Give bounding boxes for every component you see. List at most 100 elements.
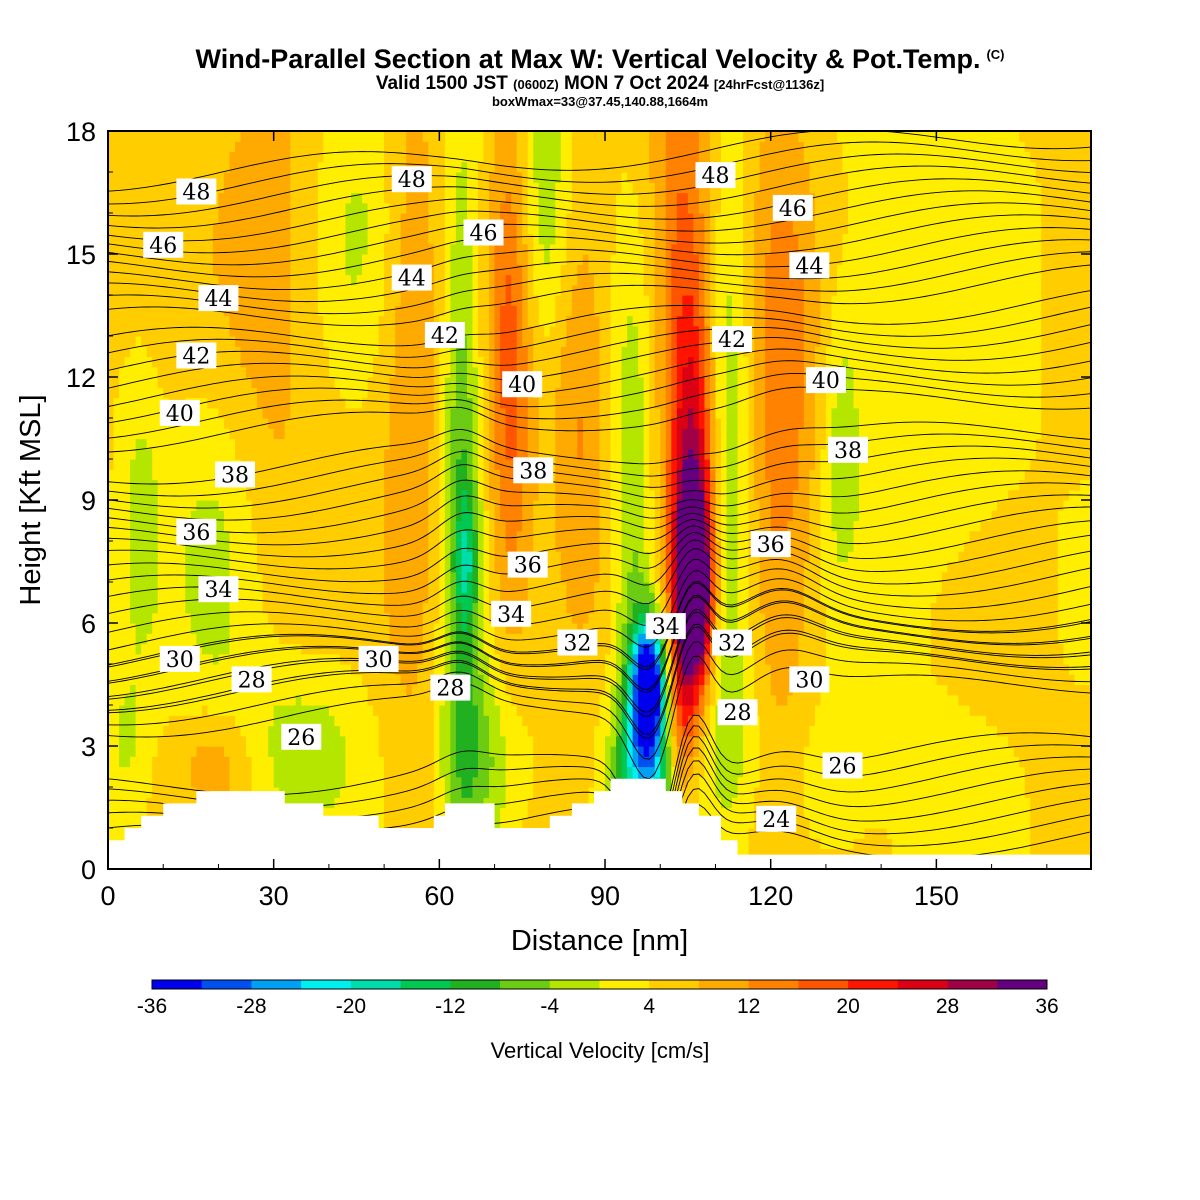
velocity-cell [235, 715, 242, 727]
velocity-cell [444, 582, 451, 593]
velocity-cell [384, 479, 391, 491]
velocity-cell [108, 233, 115, 245]
velocity-cell [284, 520, 291, 532]
velocity-cell [157, 172, 164, 183]
velocity-cell [257, 653, 264, 665]
velocity-cell [328, 694, 336, 706]
velocity-cell [124, 623, 131, 634]
velocity-cell [478, 438, 485, 450]
velocity-cell [190, 448, 197, 460]
velocity-cell [130, 500, 137, 511]
velocity-cell [483, 397, 490, 409]
velocity-cell [152, 418, 159, 429]
velocity-cell [119, 735, 126, 747]
velocity-cell [367, 295, 374, 306]
velocity-cell [157, 459, 164, 470]
velocity-cell [174, 141, 181, 153]
velocity-cell [212, 407, 220, 419]
velocity-cell [356, 459, 363, 470]
velocity-cell [328, 766, 336, 778]
velocity-cell [157, 305, 164, 317]
velocity-cell [218, 551, 225, 563]
velocity-cell [190, 264, 197, 276]
velocity-cell [246, 284, 253, 296]
velocity-cell [439, 510, 446, 522]
velocity-cell [483, 264, 490, 276]
velocity-cell [328, 469, 336, 481]
velocity-cell [168, 336, 175, 347]
velocity-cell [306, 612, 313, 624]
velocity-cell [483, 459, 490, 470]
velocity-cell [395, 131, 402, 142]
velocity-cell [130, 643, 137, 655]
velocity-cell [284, 356, 291, 368]
velocity-cell [389, 479, 396, 491]
velocity-cell [339, 530, 347, 542]
velocity-cell [350, 438, 358, 450]
velocity-cell [119, 653, 126, 665]
velocity-cell [130, 141, 137, 153]
velocity-cell [323, 612, 330, 624]
velocity-cell [466, 797, 474, 809]
velocity-cell [417, 612, 424, 624]
velocity-cell [466, 274, 474, 286]
velocity-cell [295, 787, 302, 798]
velocity-cell [466, 705, 474, 716]
velocity-cell [389, 551, 396, 563]
velocity-cell [373, 397, 380, 409]
velocity-cell [190, 684, 197, 696]
velocity-cell [218, 735, 225, 747]
velocity-cell [273, 233, 280, 245]
velocity-cell [124, 530, 131, 542]
velocity-cell [279, 202, 286, 214]
velocity-cell [284, 674, 291, 686]
velocity-cell [350, 623, 358, 634]
velocity-cell [290, 233, 297, 245]
velocity-cell [466, 254, 474, 265]
velocity-cell [301, 633, 308, 645]
velocity-cell [246, 694, 253, 706]
velocity-cell [400, 233, 407, 245]
velocity-cell [146, 612, 153, 624]
velocity-cell [235, 356, 242, 368]
velocity-cell [450, 735, 457, 747]
velocity-cell [240, 530, 247, 542]
velocity-cell [141, 356, 148, 368]
velocity-cell [472, 274, 479, 286]
velocity-cell [422, 192, 429, 204]
velocity-cell [406, 254, 413, 265]
velocity-cell [119, 756, 126, 768]
velocity-cell [251, 305, 258, 317]
velocity-cell [400, 776, 407, 788]
velocity-cell [108, 161, 115, 173]
velocity-cell [246, 397, 253, 409]
velocity-cell [378, 356, 385, 368]
velocity-cell [174, 602, 181, 614]
velocity-cell [389, 674, 396, 686]
velocity-cell [130, 530, 137, 542]
velocity-cell [406, 541, 413, 552]
velocity-cell [400, 612, 407, 624]
velocity-cell [400, 807, 407, 819]
velocity-cell [378, 346, 385, 358]
velocity-cell [417, 705, 424, 716]
velocity-cell [455, 489, 463, 501]
velocity-cell [262, 653, 269, 665]
velocity-cell [323, 725, 330, 737]
velocity-cell [362, 705, 369, 716]
velocity-cell [439, 161, 446, 173]
velocity-cell [108, 202, 115, 214]
velocity-cell [406, 694, 413, 706]
velocity-cell [268, 510, 275, 522]
velocity-cell [444, 428, 451, 440]
velocity-cell [251, 633, 258, 645]
velocity-cell [444, 530, 451, 542]
velocity-cell [268, 243, 275, 255]
velocity-cell [411, 366, 418, 378]
velocity-cell [317, 787, 324, 798]
velocity-cell [113, 735, 120, 747]
velocity-cell [290, 264, 297, 276]
velocity-cell [312, 571, 319, 583]
velocity-cell [461, 633, 468, 645]
velocity-cell [350, 448, 358, 460]
